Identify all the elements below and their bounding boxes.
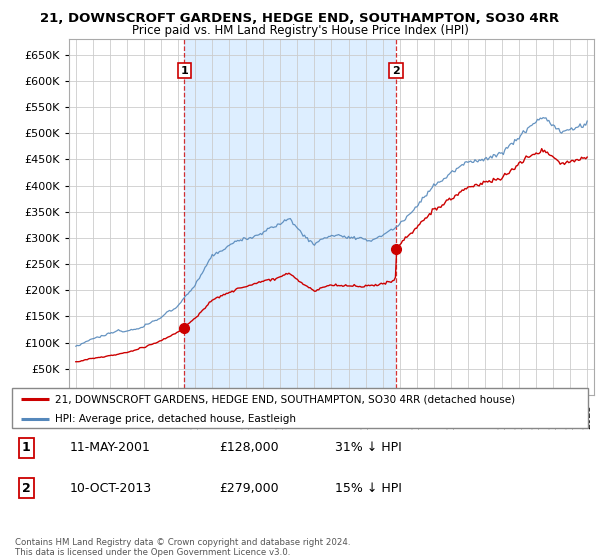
Bar [184,39,396,395]
Text: £279,000: £279,000 [220,482,279,495]
Text: 2: 2 [392,66,400,76]
Text: 15% ↓ HPI: 15% ↓ HPI [335,482,401,495]
Text: 31% ↓ HPI: 31% ↓ HPI [335,441,401,454]
FancyBboxPatch shape [12,388,588,428]
Text: £128,000: £128,000 [220,441,279,454]
Text: 1: 1 [22,441,31,454]
Text: 21, DOWNSCROFT GARDENS, HEDGE END, SOUTHAMPTON, SO30 4RR: 21, DOWNSCROFT GARDENS, HEDGE END, SOUTH… [40,12,560,25]
Text: HPI: Average price, detached house, Eastleigh: HPI: Average price, detached house, East… [55,414,296,424]
Text: Price paid vs. HM Land Registry's House Price Index (HPI): Price paid vs. HM Land Registry's House … [131,24,469,37]
Text: 11-MAY-2001: 11-MAY-2001 [70,441,151,454]
Text: 1: 1 [181,66,188,76]
Text: 2: 2 [22,482,31,495]
Text: Contains HM Land Registry data © Crown copyright and database right 2024.
This d: Contains HM Land Registry data © Crown c… [15,538,350,557]
Text: 10-OCT-2013: 10-OCT-2013 [70,482,152,495]
Text: 21, DOWNSCROFT GARDENS, HEDGE END, SOUTHAMPTON, SO30 4RR (detached house): 21, DOWNSCROFT GARDENS, HEDGE END, SOUTH… [55,394,515,404]
